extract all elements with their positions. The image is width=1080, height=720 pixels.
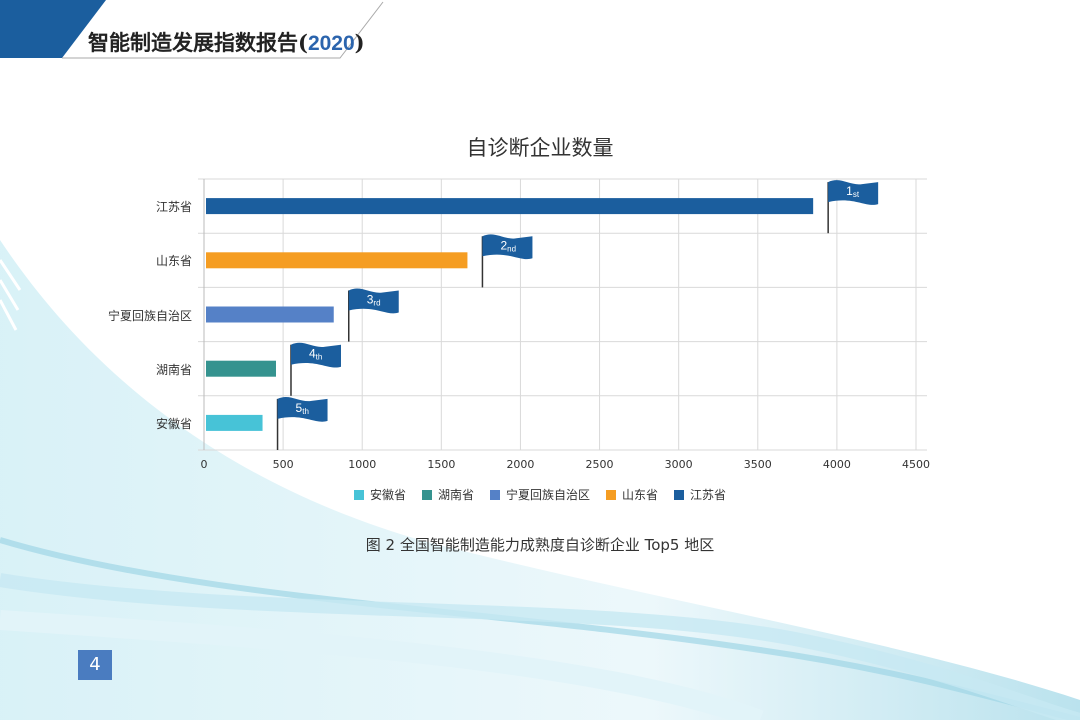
legend-label: 江苏省 [690, 488, 727, 502]
legend-item: 宁夏回族自治区 [489, 486, 590, 503]
flag-banner [277, 396, 328, 422]
chart-legend: 安徽省 湖南省 宁夏回族自治区 山东省 江苏省 [0, 486, 1080, 503]
rank-label: 4th [309, 347, 322, 362]
bar-0 [206, 198, 814, 215]
x-tick-label: 2000 [506, 458, 535, 471]
x-tick-label: 2500 [585, 458, 614, 471]
rank-number: 5 [296, 401, 303, 415]
legend-item: 山东省 [606, 486, 658, 503]
decorative-swoosh-line [0, 537, 1080, 720]
decorative-swoosh-line [0, 573, 1080, 720]
page-number: 4 [78, 650, 112, 680]
legend-swatch [353, 489, 364, 500]
legend-swatch [489, 489, 500, 500]
category-label: 江苏省 [155, 200, 192, 215]
rank-flag-icon: 3rd [347, 288, 399, 342]
bar-1 [206, 252, 468, 269]
chart-title: 自诊断企业数量 [466, 136, 614, 160]
rank-suffix: th [316, 353, 323, 362]
rank-number: 1 [846, 184, 853, 198]
flag-banner [348, 288, 399, 314]
x-tick-label: 500 [272, 458, 294, 471]
category-label: 山东省 [155, 254, 192, 269]
header-blue-band [0, 0, 106, 58]
rank-flag-icon: 4th [290, 342, 341, 396]
x-tick-label: 3000 [664, 458, 693, 471]
decorative-swoosh-line [0, 610, 764, 720]
flag-banner [828, 180, 879, 205]
report-title: 智能制造发展指数报告(2020) [88, 27, 365, 57]
legend-swatch [674, 489, 685, 500]
header-underline [62, 1, 384, 59]
rank-suffix: rd [373, 299, 380, 308]
legend-item: 江苏省 [674, 486, 726, 503]
rank-suffix: nd [507, 244, 516, 253]
legend-label: 安徽省 [369, 488, 406, 502]
rank-number: 4 [309, 347, 316, 361]
x-tick-label: 0 [200, 458, 208, 471]
rank-number: 2 [500, 238, 507, 252]
decorative-stripes [0, 259, 22, 331]
bar-3 [206, 360, 276, 377]
rank-suffix: st [853, 190, 860, 199]
report-title-text: 智能制造发展指数报告 [88, 30, 298, 55]
category-label: 湖南省 [155, 362, 192, 377]
legend-item: 湖南省 [421, 486, 474, 503]
x-tick-label: 1500 [427, 458, 456, 471]
rank-label: 2nd [500, 238, 516, 253]
legend-label: 宁夏回族自治区 [505, 488, 590, 502]
rank-suffix: th [302, 407, 309, 416]
x-tick-label: 1000 [348, 458, 377, 471]
rank-flag-icon: 2nd [481, 234, 533, 288]
figure-caption: 图 2 全国智能制造能力成熟度自诊断企业 Top5 地区 [365, 536, 715, 554]
x-tick-label: 4000 [822, 458, 851, 471]
rank-label: 1st [846, 184, 860, 199]
rank-flag-icon: 1st [827, 180, 879, 234]
legend-item: 安徽省 [353, 486, 406, 503]
category-label: 安徽省 [155, 416, 192, 431]
legend-label: 湖南省 [437, 488, 474, 502]
flag-banner [482, 234, 533, 260]
legend-label: 山东省 [622, 488, 659, 502]
bar-4 [206, 414, 263, 431]
bar-2 [206, 306, 334, 323]
year-close-paren: ) [354, 30, 365, 55]
x-tick-label: 4500 [902, 458, 930, 471]
rank-label: 5th [296, 401, 309, 416]
legend-swatch [421, 489, 432, 500]
flag-banner [290, 342, 341, 368]
year-open-paren: ( [298, 30, 308, 55]
category-label: 宁夏回族自治区 [107, 308, 192, 323]
rank-number: 3 [367, 293, 374, 307]
rank-flag-icon: 5th [276, 396, 328, 450]
x-tick-label: 3500 [743, 458, 772, 471]
report-year: 2020 [307, 32, 355, 55]
legend-swatch [606, 489, 616, 500]
rank-label: 3rd [367, 293, 381, 308]
